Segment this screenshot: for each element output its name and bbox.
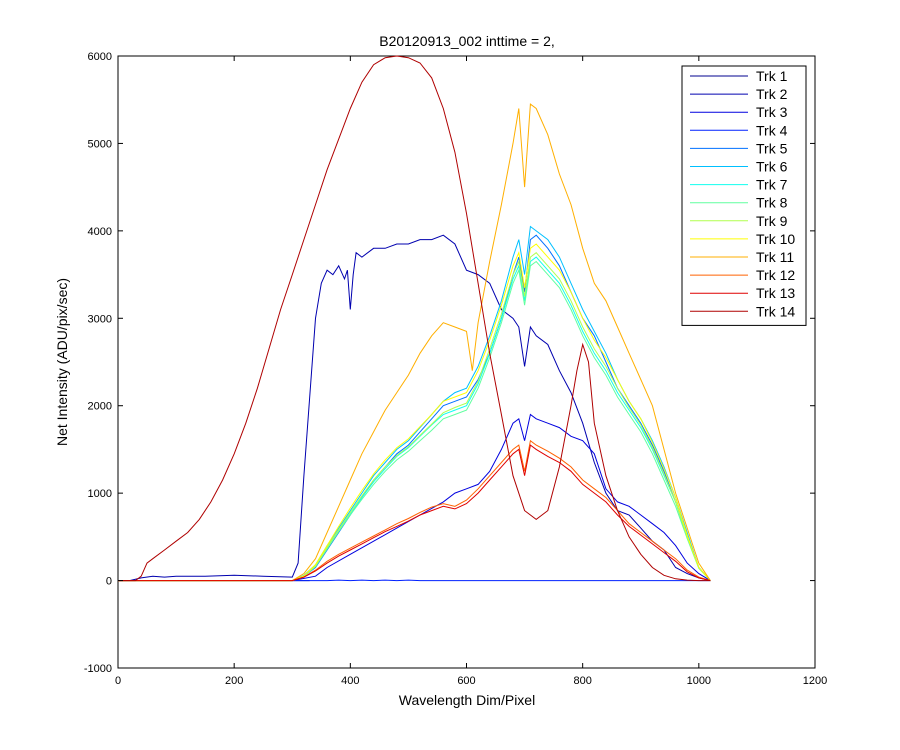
x-axis-title: Wavelength Dim/Pixel <box>399 692 535 708</box>
y-axis-title: Net Intensity (ADU/pix/sec) <box>54 278 70 446</box>
series-line-8 <box>118 260 711 582</box>
x-tick-label: 1200 <box>803 675 827 687</box>
x-axis: 0 200 400 600 800 1000 1200 <box>115 56 827 687</box>
legend-label: Trk 5 <box>756 140 788 156</box>
y-tick-label: 0 <box>106 576 112 588</box>
legend-label: Trk 2 <box>756 86 788 102</box>
y-tick-label: 2000 <box>88 401 112 413</box>
x-tick-label: 0 <box>115 675 121 687</box>
series-line-7 <box>118 256 711 582</box>
y-tick-label: 6000 <box>88 51 112 63</box>
chart-title: B20120913_002 inttime = 2, <box>379 33 555 49</box>
series-line-9 <box>118 252 711 582</box>
legend-label: Trk 12 <box>756 267 795 283</box>
series-line-10 <box>118 243 711 582</box>
y-tick-label: 1000 <box>88 488 112 500</box>
x-tick-label: 600 <box>457 675 475 687</box>
series-line-4 <box>118 579 711 582</box>
legend: Trk 1 Trk 2 Trk 3 Trk 4 Trk 5 Trk 6 Trk 7 Trk 8… <box>681 65 807 326</box>
series-line-12 <box>118 439 711 582</box>
x-tick-label: 1000 <box>687 675 711 687</box>
series-line-2 <box>118 234 711 582</box>
legend-label: Trk 13 <box>756 285 795 301</box>
legend-label: Trk 14 <box>756 303 795 319</box>
series-line-13 <box>118 444 711 582</box>
y-tick-label: 3000 <box>88 313 112 325</box>
x-tick-label: 400 <box>341 675 359 687</box>
series-line-3 <box>118 413 711 582</box>
legend-label: Trk 11 <box>756 249 794 265</box>
legend-label: Trk 3 <box>756 104 788 120</box>
series-line-11 <box>118 103 711 582</box>
x-tick-label: 800 <box>573 675 591 687</box>
series-line-14 <box>118 55 711 582</box>
y-axis: -1000 0 1000 2000 3000 4000 5000 6000 <box>84 51 815 675</box>
legend-label: Trk 6 <box>756 159 788 175</box>
legend-box <box>681 65 807 326</box>
x-tick-label: 200 <box>225 675 243 687</box>
y-tick-label: -1000 <box>84 663 112 675</box>
legend-label: Trk 7 <box>756 177 788 193</box>
legend-label: Trk 4 <box>756 122 788 138</box>
series-layer <box>118 55 711 582</box>
legend-label: Trk 1 <box>756 68 788 84</box>
y-tick-label: 5000 <box>88 138 112 150</box>
y-tick-label: 4000 <box>88 226 112 238</box>
legend-label: Trk 10 <box>756 231 795 247</box>
legend-label: Trk 8 <box>756 195 788 211</box>
legend-label: Trk 9 <box>756 213 788 229</box>
